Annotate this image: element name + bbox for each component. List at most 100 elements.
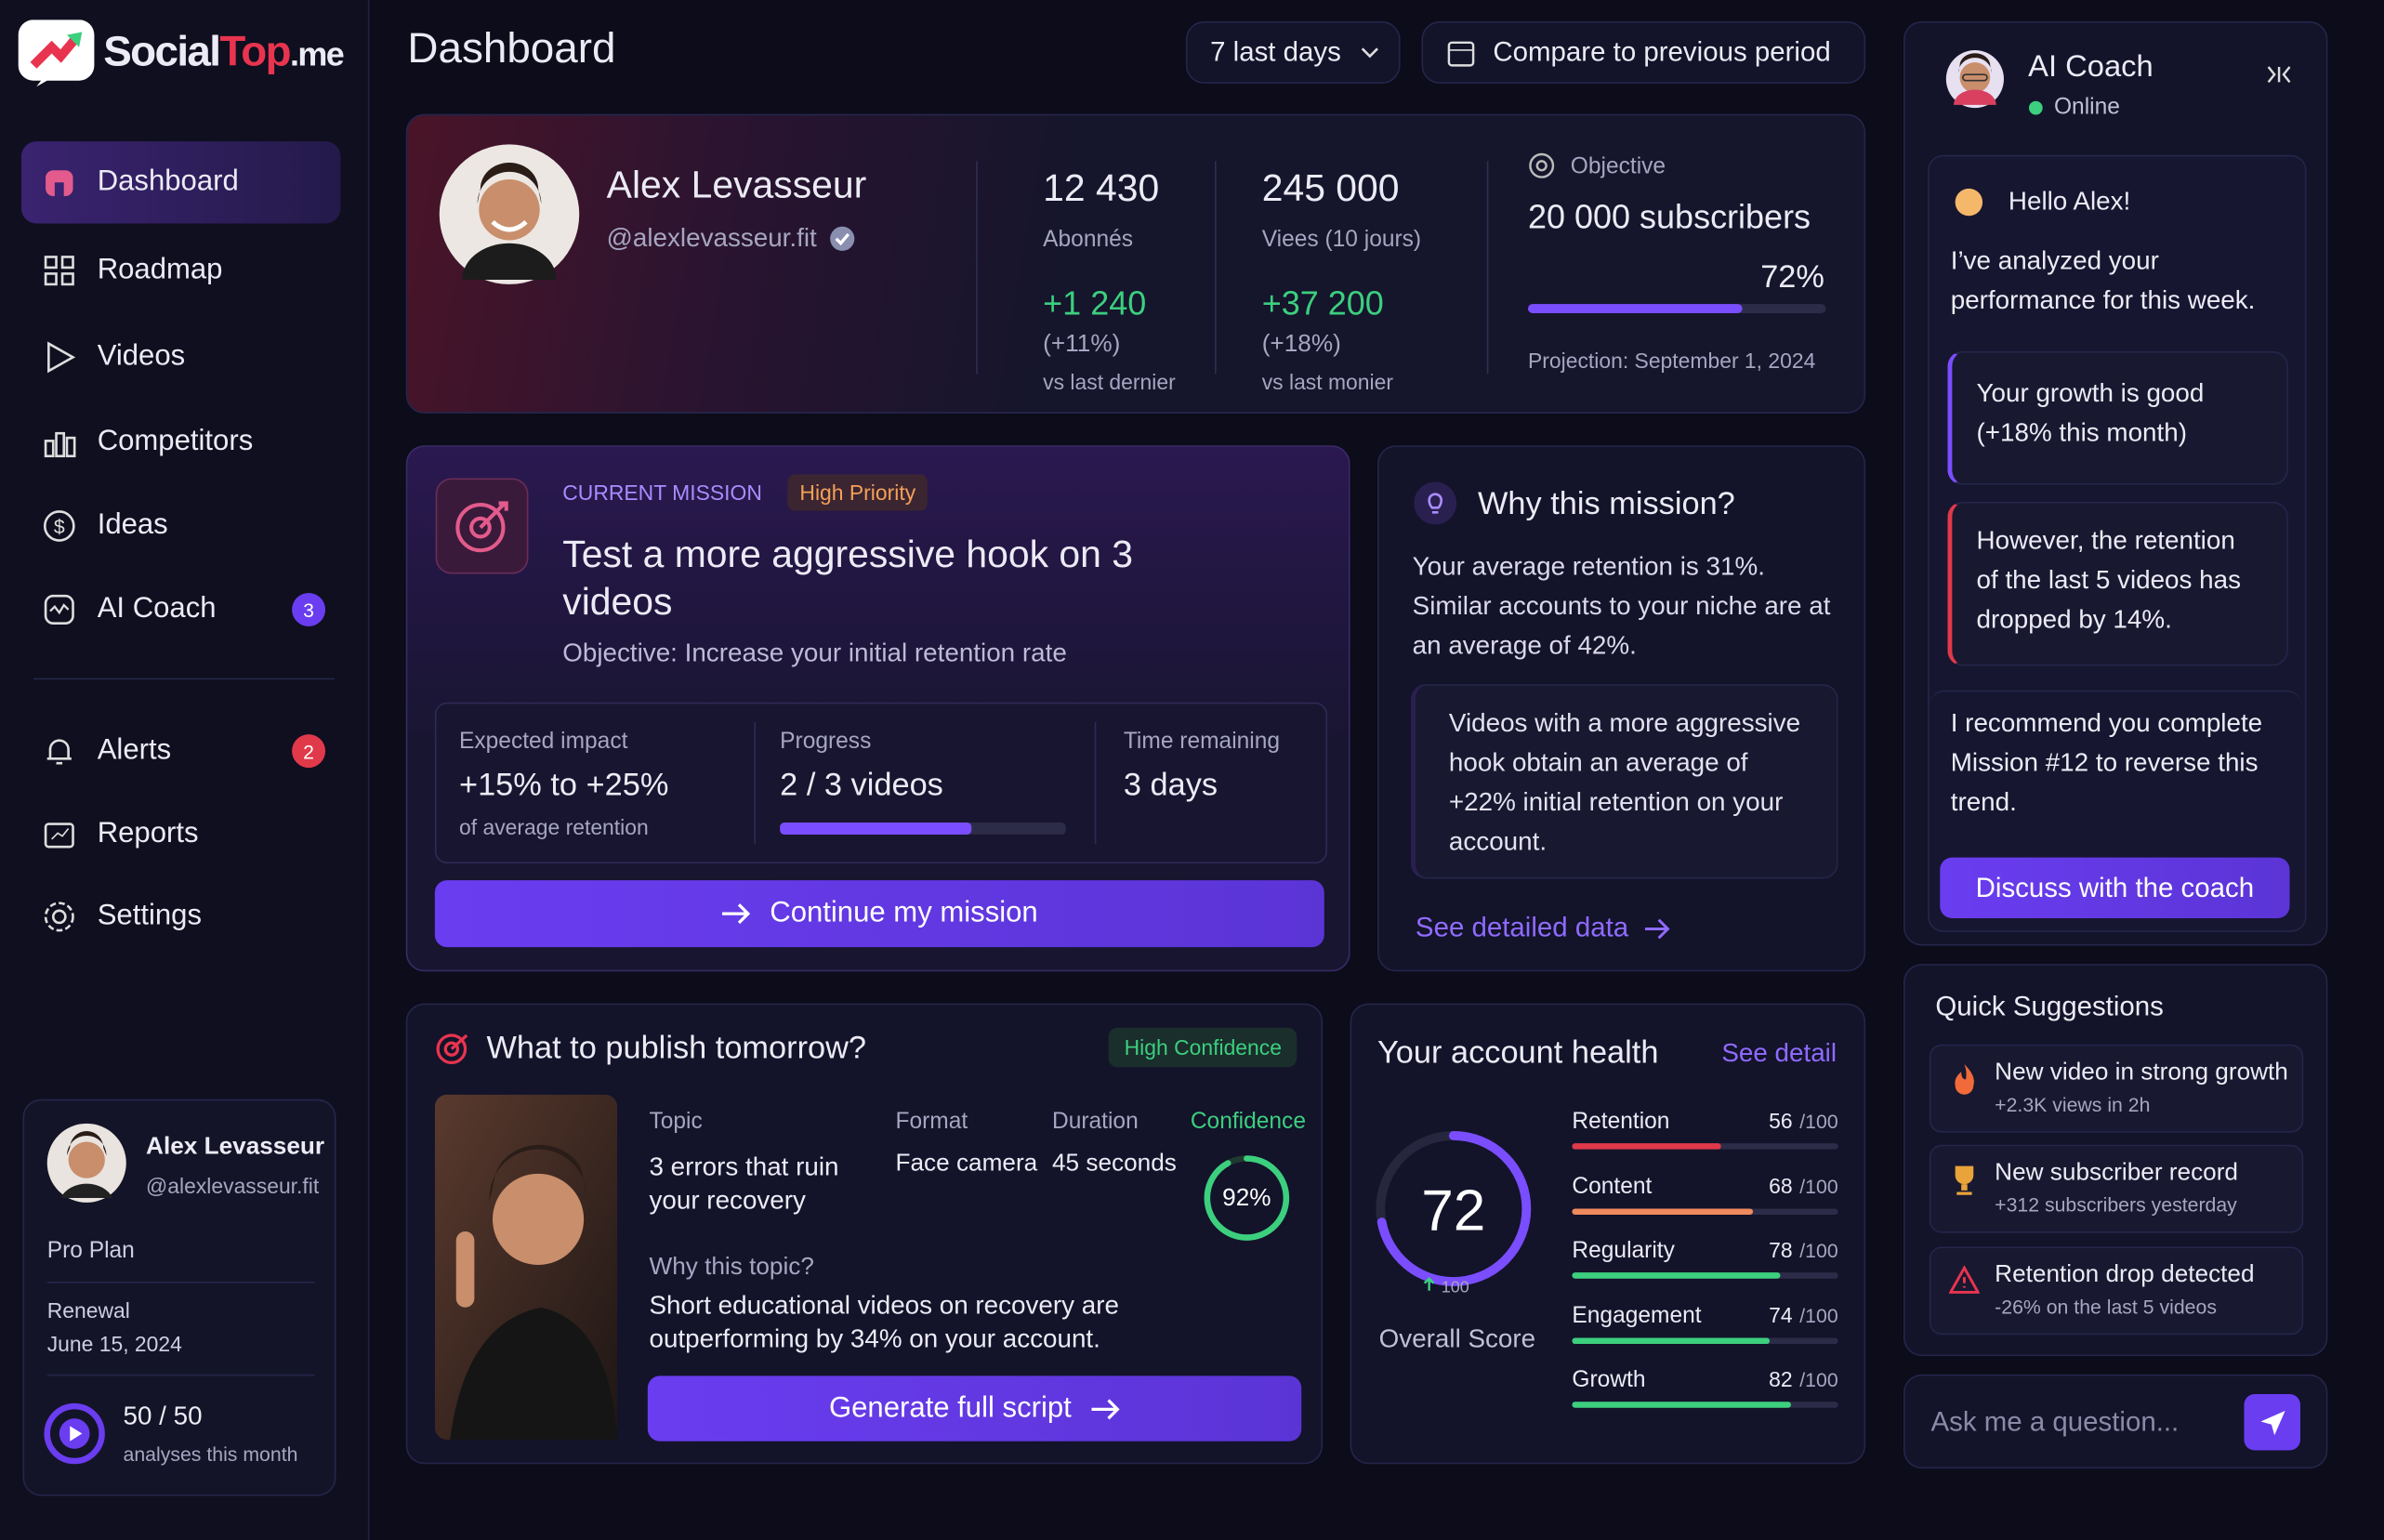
metric-score: 56 <box>1769 1108 1793 1133</box>
compare-button[interactable]: Compare to previous period <box>1421 20 1866 84</box>
usage-label: analyses this month <box>123 1442 298 1466</box>
intro: I’ve analyzed your performance for this … <box>1950 245 2256 315</box>
continue-button[interactable]: Continue my mission <box>434 880 1324 948</box>
metric-max: /100 <box>1799 1110 1838 1133</box>
metric-name: Content <box>1572 1173 1653 1199</box>
box <box>754 722 756 844</box>
graphic <box>1955 1064 1974 1095</box>
graphic <box>60 1183 113 1199</box>
graphic: $ <box>54 516 65 538</box>
suggestion-sub: -26% on the last 5 videos <box>1995 1295 2217 1319</box>
graphic <box>44 594 74 625</box>
metric-label: Progress <box>780 728 872 755</box>
stat-label: Viees (10 jours) <box>1261 226 1422 253</box>
graphic <box>51 828 70 840</box>
graphic <box>47 341 76 374</box>
format: Face camera <box>895 1151 1038 1178</box>
graphic <box>44 431 76 458</box>
graphic <box>1361 46 1379 58</box>
suggestion-title: New video in strong growth <box>1995 1060 2288 1086</box>
format-label: Format <box>895 1108 968 1135</box>
stat-delta: +37 200 <box>1261 283 1384 322</box>
graphic <box>44 256 74 286</box>
graphic <box>1091 1398 1120 1419</box>
suggestions-title: Quick Suggestions <box>1935 991 2164 1022</box>
box <box>1486 161 1489 375</box>
renewal-date: June 15, 2024 <box>46 1331 182 1357</box>
objective-label: Objective <box>1570 153 1666 180</box>
graphic <box>46 739 72 765</box>
graphic <box>1961 73 1988 82</box>
graphic <box>455 1231 475 1308</box>
duration: 45 seconds <box>1051 1151 1177 1178</box>
suggestion[interactable]: New video in strong growth +2.3K views in… <box>1929 1044 2304 1133</box>
nav-item[interactable]: Roadmap <box>21 230 341 311</box>
divider <box>33 678 335 680</box>
graphic <box>1447 40 1475 66</box>
nav-item[interactable]: Videos <box>21 316 341 398</box>
box: @alexlevasseur.fit <box>607 223 857 254</box>
sidebar: SocialTop.me Dashboard Roadmap Videos Co… <box>0 0 370 1540</box>
graphic <box>469 516 492 539</box>
suggestion[interactable]: Retention drop detected -26% on the last … <box>1929 1246 2304 1336</box>
collapse-icon[interactable] <box>2265 64 2292 86</box>
metric-max: /100 <box>1799 1368 1838 1391</box>
nav-item[interactable]: AI Coach 3 <box>21 569 341 651</box>
graphic <box>44 902 74 932</box>
metric-track <box>1572 1336 1838 1344</box>
graphic <box>1949 1265 1980 1294</box>
send-button[interactable] <box>2244 1394 2300 1451</box>
button-label: Generate full script <box>828 1391 1072 1424</box>
score-ring: 72 100 <box>1376 1131 1532 1296</box>
graphic <box>43 510 75 542</box>
metric-bar <box>1572 1143 1721 1150</box>
health-title: Your account health <box>1377 1034 1659 1071</box>
nav-label: Ideas <box>97 508 168 542</box>
mission-metrics: Expected impact +15% to +25% of average … <box>434 702 1328 864</box>
question-input[interactable]: Ask me a question... <box>1903 1374 2328 1469</box>
graphic <box>436 1033 468 1065</box>
nav-label: Dashboard <box>97 165 239 198</box>
suggestions-card: Quick Suggestions New video in strong gr… <box>1903 964 2328 1357</box>
logo-text: SocialTop.me <box>103 27 345 75</box>
nav-item[interactable]: Dashboard <box>20 141 341 224</box>
nav-item[interactable]: Alerts 2 <box>21 710 341 792</box>
input-placeholder: Ask me a question... <box>1930 1406 2180 1437</box>
coach-panel: AI Coach Online Hello Alex! I’ve analyze… <box>1903 20 2328 946</box>
graphic <box>1091 1398 1120 1419</box>
metric-name: Growth <box>1572 1366 1646 1393</box>
mission-card: CURRENT MISSION High Priority Test a mor… <box>405 445 1350 972</box>
metric-value: 2 / 3 videos <box>780 768 943 803</box>
nav-item[interactable]: Settings <box>21 875 341 957</box>
coach-message: Your growth is good (+18% this month) <box>1947 350 2288 485</box>
nav-item[interactable]: Reports <box>21 794 341 875</box>
metric-name: Retention <box>1572 1108 1670 1135</box>
objective-target: 20 000 subscribers <box>1527 197 1811 236</box>
discuss-button[interactable]: Discuss with the coach <box>1940 857 2290 919</box>
bulb-icon <box>1414 481 1457 525</box>
verified-icon <box>830 226 855 251</box>
nav-item[interactable]: Competitors <box>21 401 341 483</box>
graphic <box>2028 99 2043 114</box>
metric-track <box>1572 1143 1838 1150</box>
metric-score: 68 <box>1769 1173 1793 1198</box>
period-dropdown[interactable]: 7 last days <box>1185 20 1401 84</box>
nav-label: Roadmap <box>97 254 223 286</box>
health-link[interactable]: See detail <box>1721 1038 1837 1068</box>
suggestion[interactable]: New subscriber record +312 subscribers ye… <box>1929 1144 2304 1233</box>
objective-track <box>1527 304 1826 313</box>
suggestion-title: Retention drop detected <box>1995 1261 2255 1288</box>
graphic <box>1955 188 1983 217</box>
score-max: 100 <box>1442 1277 1469 1296</box>
graphic <box>479 501 508 530</box>
graphic <box>44 823 74 849</box>
confidence-value: 92% <box>1222 1183 1271 1211</box>
generate-button[interactable]: Generate full script <box>647 1375 1302 1441</box>
priority-badge: High Priority <box>787 474 929 511</box>
graphic <box>54 182 64 197</box>
why-link[interactable]: See detailed data <box>1416 912 1671 943</box>
logo-part: Top <box>219 27 291 75</box>
nav-item[interactable]: $ Ideas <box>21 485 341 567</box>
why-quote: Videos with a more aggressive hook obtai… <box>1411 684 1838 879</box>
